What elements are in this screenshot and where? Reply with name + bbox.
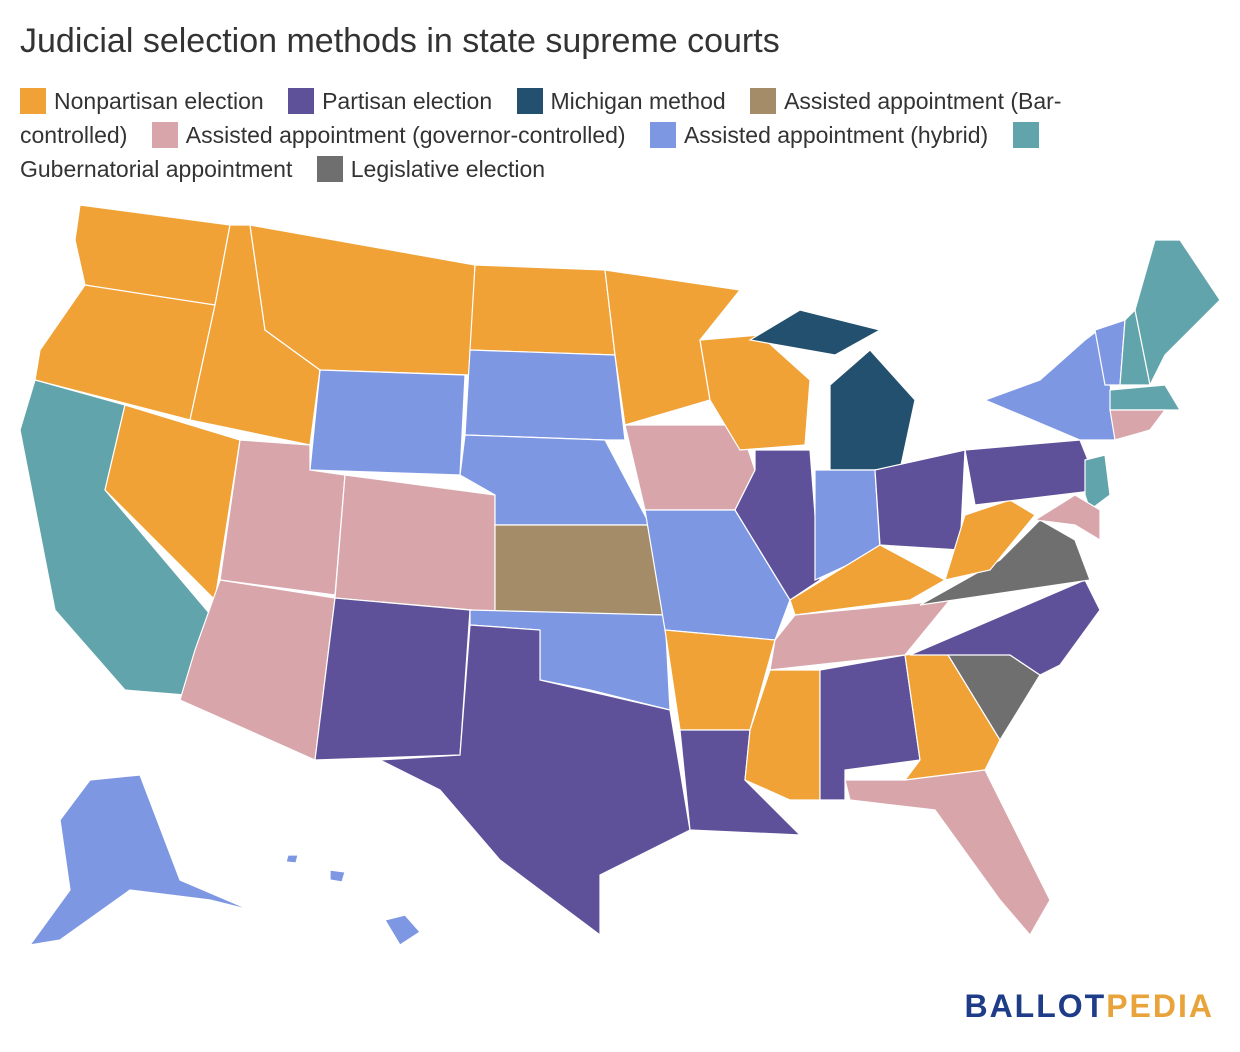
state bbox=[644, 509, 791, 641]
state bbox=[1084, 454, 1111, 511]
state bbox=[829, 349, 916, 471]
logo-left: BALLOT bbox=[964, 988, 1107, 1024]
legend-swatch bbox=[151, 122, 178, 148]
state bbox=[469, 264, 616, 356]
logo-right: PEDIA bbox=[1106, 988, 1214, 1024]
state bbox=[1033, 494, 1101, 542]
state bbox=[334, 474, 496, 613]
legend-item: Gubernatorial appointment bbox=[20, 122, 1047, 182]
legend-label: Nonpartisan election bbox=[54, 88, 264, 114]
legend-label: Assisted appointment (Bar-controlled) bbox=[20, 88, 1062, 148]
legend-item: Michigan method bbox=[516, 88, 726, 114]
state bbox=[179, 579, 336, 761]
state bbox=[377, 624, 691, 937]
state bbox=[1134, 239, 1221, 387]
state bbox=[769, 599, 952, 671]
state bbox=[384, 914, 421, 946]
legend-swatch bbox=[1012, 122, 1039, 148]
state bbox=[314, 597, 471, 761]
legend-item: Partisan election bbox=[288, 88, 492, 114]
state bbox=[944, 499, 1036, 581]
state bbox=[28, 774, 251, 946]
legend-item: Assisted appointment (governor-controlle… bbox=[151, 122, 626, 148]
title: Judicial selection methods in state supr… bbox=[20, 22, 780, 60]
legend-item: Nonpartisan election bbox=[20, 88, 264, 114]
legend-item: Legislative election bbox=[316, 156, 546, 182]
state bbox=[983, 323, 1116, 441]
state bbox=[494, 524, 666, 616]
legend-label: Michigan method bbox=[550, 88, 726, 114]
legend-label: Partisan election bbox=[322, 88, 493, 114]
state bbox=[329, 869, 346, 883]
legend-swatch bbox=[750, 88, 777, 114]
legend-label: Gubernatorial appointment bbox=[20, 156, 293, 182]
logo: BALLOTPEDIA bbox=[964, 988, 1214, 1025]
legend: Nonpartisan election Partisan election M… bbox=[20, 84, 1120, 186]
legend-item: Assisted appointment (Bar-controlled) bbox=[20, 88, 1061, 148]
legend-swatch bbox=[316, 156, 343, 182]
state bbox=[964, 439, 1101, 506]
state bbox=[1109, 409, 1167, 441]
state bbox=[34, 284, 216, 421]
state bbox=[309, 369, 466, 476]
state bbox=[748, 309, 882, 356]
state bbox=[819, 654, 921, 801]
legend-swatch bbox=[20, 88, 46, 114]
legend-label: Assisted appointment (hybrid) bbox=[683, 122, 989, 148]
state bbox=[844, 769, 1051, 937]
state bbox=[464, 349, 626, 441]
legend-label: Assisted appointment (governor-controlle… bbox=[185, 122, 626, 148]
state bbox=[1109, 384, 1182, 411]
state bbox=[285, 854, 299, 864]
legend-swatch bbox=[288, 88, 315, 114]
state bbox=[789, 544, 947, 616]
legend-label: Legislative election bbox=[350, 156, 546, 182]
state bbox=[679, 729, 802, 836]
legend-swatch bbox=[649, 122, 676, 148]
legend-item: Assisted appointment (hybrid) bbox=[649, 122, 989, 148]
legend-swatch bbox=[516, 88, 543, 114]
